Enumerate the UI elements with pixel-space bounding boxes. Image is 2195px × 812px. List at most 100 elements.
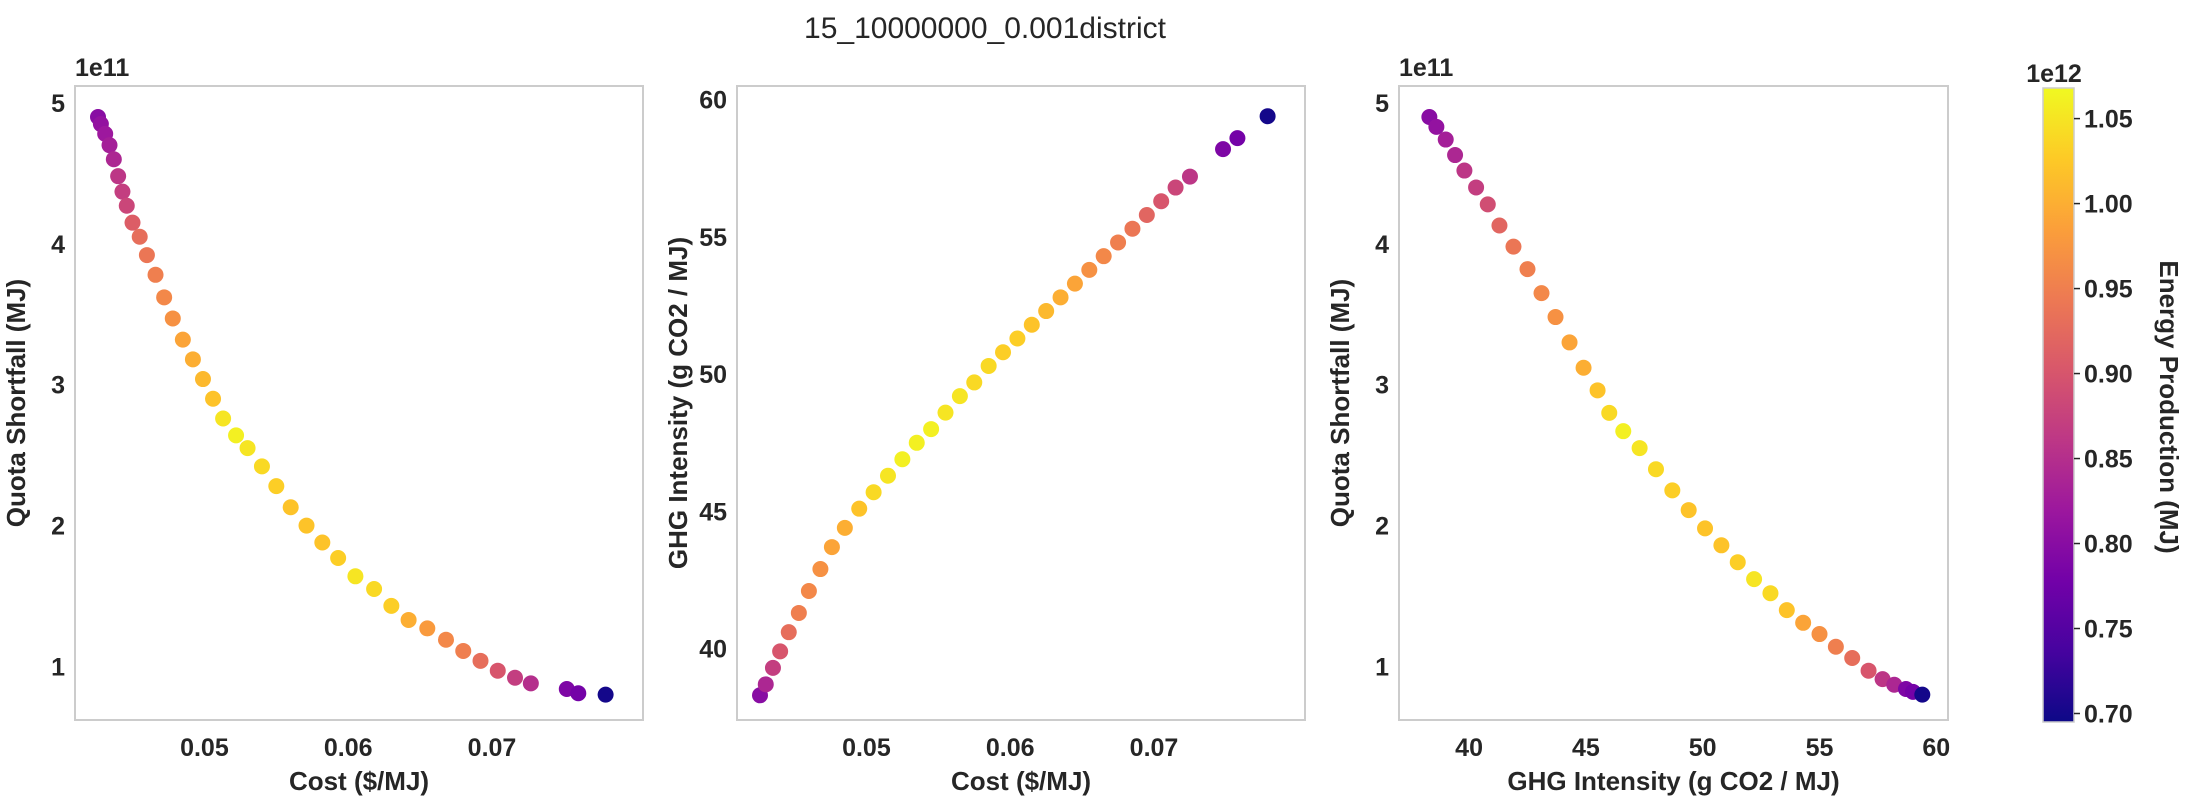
scatter-point	[1589, 382, 1606, 399]
scatter-point	[118, 197, 135, 214]
x-tick-label: 50	[1689, 734, 1717, 762]
scatter-point	[1811, 626, 1828, 643]
x-tick-label: 0.06	[324, 734, 373, 762]
scatter-point	[147, 266, 164, 283]
scatter-point	[1124, 220, 1141, 237]
scatter-point	[879, 467, 896, 484]
scatter-point	[966, 374, 983, 391]
scatter-point	[1066, 275, 1083, 292]
colorbar-tick-label: 1.05	[2084, 106, 2133, 134]
scatter-point	[812, 561, 829, 578]
axes-frame	[74, 85, 644, 721]
colorbar-tick-label: 1.00	[2084, 191, 2133, 219]
scatter-point	[1547, 309, 1564, 326]
scatter-point	[174, 331, 191, 348]
y-axis-label: Quota Shortfall (MJ)	[1325, 279, 1355, 527]
scatter-point	[1533, 285, 1550, 302]
scatter-point	[1479, 196, 1496, 213]
y-tick-label: 3	[1375, 372, 1389, 400]
scatter-point	[101, 137, 118, 154]
scatter-point	[366, 580, 383, 597]
scatter-point	[764, 659, 781, 676]
scatter-point	[980, 357, 997, 374]
scatter-point	[951, 388, 968, 405]
scatter-point	[1038, 303, 1055, 320]
scatter-point	[268, 478, 285, 495]
scatter-point	[1519, 261, 1536, 278]
scatter-point	[400, 611, 417, 628]
scatter-point	[253, 458, 270, 475]
scatter-point	[298, 517, 315, 534]
y-tick-label: 2	[51, 513, 65, 541]
scatter-point	[215, 410, 232, 427]
y-tick-label: 40	[699, 636, 727, 664]
colorbar-ticks: 0.70 0.75 0.80 0.85 0.90 0.95 1.00 1.05	[2074, 106, 2133, 729]
scatter-point	[1437, 131, 1454, 148]
scatter-point	[507, 669, 524, 686]
scatter-point	[865, 484, 882, 501]
scatter-point	[995, 344, 1012, 361]
scatter-point	[194, 371, 211, 388]
colorbar-tick-label: 0.70	[2084, 701, 2133, 729]
scatter-point	[131, 228, 148, 245]
axes-frame	[736, 85, 1306, 721]
x-tick-label: 40	[1455, 734, 1483, 762]
x-tick-label: 0.06	[986, 734, 1035, 762]
scatter-point	[836, 519, 853, 536]
scatter-point	[1631, 440, 1648, 457]
colorbar-tick-label: 0.95	[2084, 276, 2133, 304]
scatter-point	[937, 404, 954, 421]
colorbar-label: Energy Production (MJ)	[2154, 260, 2184, 553]
y-offset-label: 1e11	[1399, 54, 1453, 82]
scatter-point	[1215, 141, 1232, 158]
scatter-point	[1647, 461, 1664, 478]
scatter-point	[114, 183, 131, 200]
scatter-point	[597, 686, 614, 703]
scatter-point	[1746, 571, 1763, 588]
scatter-point	[1229, 130, 1246, 147]
scatter-point	[184, 351, 201, 368]
scatter-point	[823, 539, 840, 556]
scatter-point	[1827, 638, 1844, 655]
scatter-point	[164, 310, 181, 327]
scatter-point	[330, 549, 347, 566]
scatter-point	[205, 390, 222, 407]
scatter-point	[1447, 147, 1464, 164]
suptitle: 15_10000000_0.001district	[804, 12, 1167, 45]
x-tick-label: 0.05	[180, 734, 229, 762]
y-offset-label: 1e11	[75, 54, 129, 82]
y-tick-label: 5	[51, 90, 65, 118]
scatter-point	[419, 620, 436, 637]
scatter-point	[105, 151, 122, 168]
scatter-point	[1428, 118, 1445, 135]
colorbar-tick-label: 0.80	[2084, 531, 2133, 559]
scatter-point	[1456, 162, 1473, 179]
colorbar: 1e12 Energy Production (MJ) 0.70 0.75 0.80…	[2026, 60, 2184, 729]
scatter-point	[1009, 330, 1026, 347]
scatter-point	[1729, 554, 1746, 571]
x-axis-label: GHG Intensity (g CO2 / MJ)	[1507, 766, 1839, 796]
scatter-point	[110, 168, 127, 185]
x-axis-label: Cost ($/MJ)	[289, 766, 429, 796]
scatter-point	[347, 568, 364, 585]
scatter-point	[1167, 179, 1184, 196]
scatter-point	[570, 685, 587, 702]
x-tick-label: 55	[1806, 734, 1834, 762]
scatter-point	[772, 643, 789, 660]
y-tick-label: 60	[699, 87, 727, 115]
x-tick-label: 60	[1922, 734, 1950, 762]
scatter-point	[1680, 502, 1697, 519]
scatter-point	[1505, 238, 1522, 255]
scatter-point	[1664, 482, 1681, 499]
scatter-point	[1052, 289, 1069, 306]
scatter-point	[1259, 108, 1276, 125]
colorbar-tick-label: 0.75	[2084, 616, 2133, 644]
scatter-point	[239, 440, 256, 457]
scatter-point	[908, 434, 925, 451]
scatter-point	[1713, 537, 1730, 554]
scatter-point	[1561, 334, 1578, 351]
scatter-point	[1081, 261, 1098, 278]
scatter-point	[1601, 404, 1618, 421]
scatter-point	[1095, 248, 1112, 265]
x-tick-label: 45	[1572, 734, 1600, 762]
